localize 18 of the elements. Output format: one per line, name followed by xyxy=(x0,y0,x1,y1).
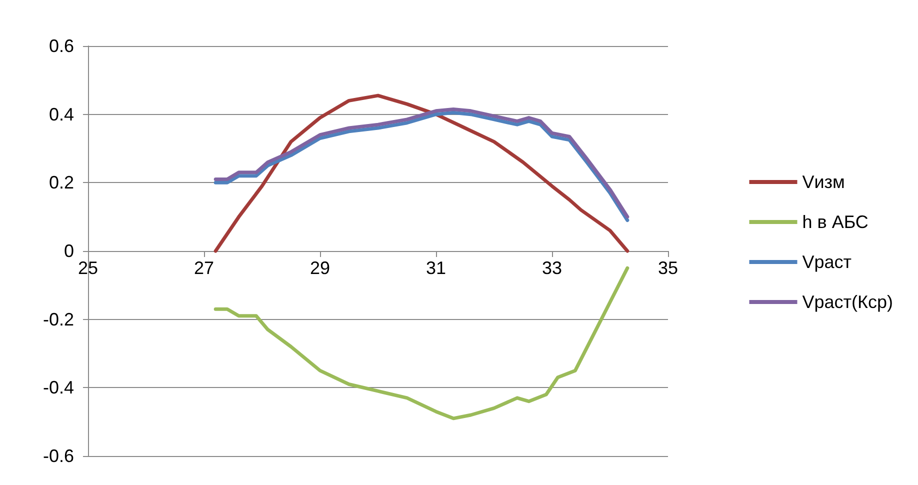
y-tick-label: 0.4 xyxy=(48,104,74,124)
legend-label: Vраст(Кср) xyxy=(802,292,894,312)
x-tick-label: 33 xyxy=(542,258,562,278)
y-tick-label: -0.4 xyxy=(42,378,74,398)
x-tick-label: 31 xyxy=(426,258,446,278)
x-tick-label: 29 xyxy=(310,258,330,278)
x-tick-label: 35 xyxy=(658,258,678,278)
y-tick-label: 0.2 xyxy=(48,172,74,193)
x-tick-label: 25 xyxy=(78,258,98,278)
y-tick-label: 0.6 xyxy=(48,36,74,56)
legend-label: h в АБС xyxy=(802,212,868,232)
line-series xyxy=(214,94,630,253)
legend-label: Vизм xyxy=(802,172,845,192)
y-tick-label: 0 xyxy=(64,241,74,261)
x-tick-label: 27 xyxy=(194,258,214,278)
y-tick-label: -0.2 xyxy=(42,309,74,330)
legend-label: Vраст xyxy=(802,252,852,272)
y-tick-label: -0.6 xyxy=(42,446,74,466)
